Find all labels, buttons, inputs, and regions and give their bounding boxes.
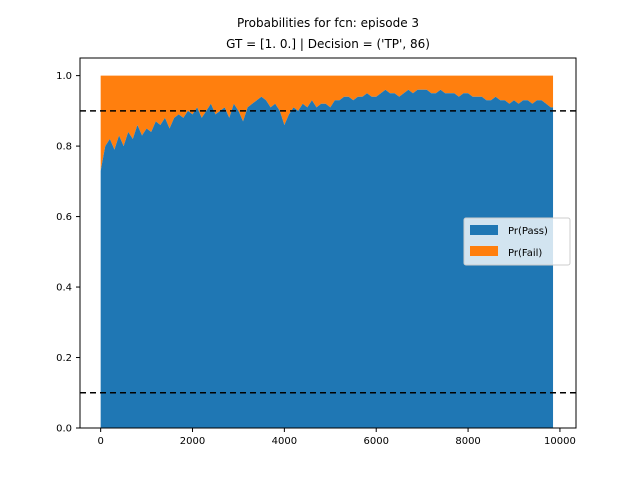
x-tick-label: 0 <box>97 436 103 447</box>
y-tick-label: 0.0 <box>56 424 72 435</box>
y-tick-label: 0.6 <box>56 212 72 223</box>
x-tick-label: 10000 <box>544 436 576 447</box>
legend-swatch-pass <box>470 225 498 235</box>
chart-title: Probabilities for fcn: episode 3 <box>237 16 419 30</box>
axes-frame <box>79 57 577 429</box>
y-tick-label: 0.2 <box>56 353 72 364</box>
plot-area <box>80 75 576 428</box>
x-tick-label: 2000 <box>180 436 205 447</box>
y-axis: 0.0 0.2 0.4 0.6 0.8 1.0 <box>56 71 80 435</box>
x-tick-label: 6000 <box>363 436 388 447</box>
legend: Pr(Pass) Pr(Fail) <box>463 217 571 266</box>
chart-subtitle: GT = [1. 0.] | Decision = ('TP', 86) <box>226 37 430 51</box>
area-pr-pass <box>100 89 554 428</box>
y-tick-label: 0.4 <box>56 283 72 294</box>
area-pr-fail <box>100 75 554 171</box>
y-tick-label: 1.0 <box>56 71 72 82</box>
x-axis: 0 2000 4000 6000 8000 10000 <box>97 428 576 447</box>
legend-label-pass: Pr(Pass) <box>508 226 548 237</box>
legend-swatch-fail <box>470 246 498 256</box>
x-tick-label: 8000 <box>455 436 480 447</box>
legend-label-fail: Pr(Fail) <box>508 248 542 259</box>
x-tick-label: 4000 <box>272 436 297 447</box>
y-tick-label: 0.8 <box>56 142 72 153</box>
